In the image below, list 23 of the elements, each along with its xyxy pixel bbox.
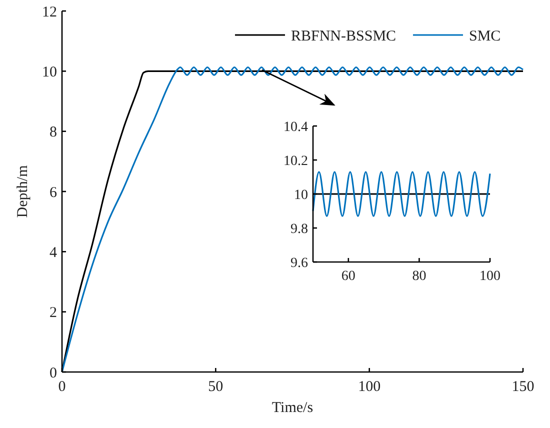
line-series [312, 171, 491, 217]
x-axis-title: Time/s [272, 400, 314, 416]
x-tick-label: 100 [480, 269, 500, 284]
x-tick-label: 60 [341, 269, 356, 284]
y-tick-label: 10.2 [284, 154, 308, 169]
y-tick-label: 8 [50, 124, 57, 141]
x-tick-label: 80 [412, 269, 426, 284]
y-tick-label: 9.8 [290, 222, 308, 237]
y-tick-label: 9.6 [290, 256, 308, 271]
y-tick-label: 10 [42, 64, 57, 80]
y-tick-label: 10.4 [284, 120, 308, 135]
y-tick-label: 12 [42, 4, 57, 20]
y-tick-label: 6 [50, 184, 58, 201]
y-tick-label: 2 [50, 305, 57, 322]
legend-label: SMC [469, 28, 501, 44]
x-tick-label: 50 [208, 379, 224, 395]
y-tick-label: 0 [50, 365, 57, 382]
y-tick-label: 10 [294, 188, 308, 203]
y-tick-label: 4 [50, 244, 58, 261]
y-axis-title: Depth/m [15, 164, 31, 218]
x-tick-label: 100 [358, 379, 381, 395]
legend-label: RBFNN-BSSMC [291, 28, 396, 44]
x-tick-label: 150 [512, 379, 534, 395]
